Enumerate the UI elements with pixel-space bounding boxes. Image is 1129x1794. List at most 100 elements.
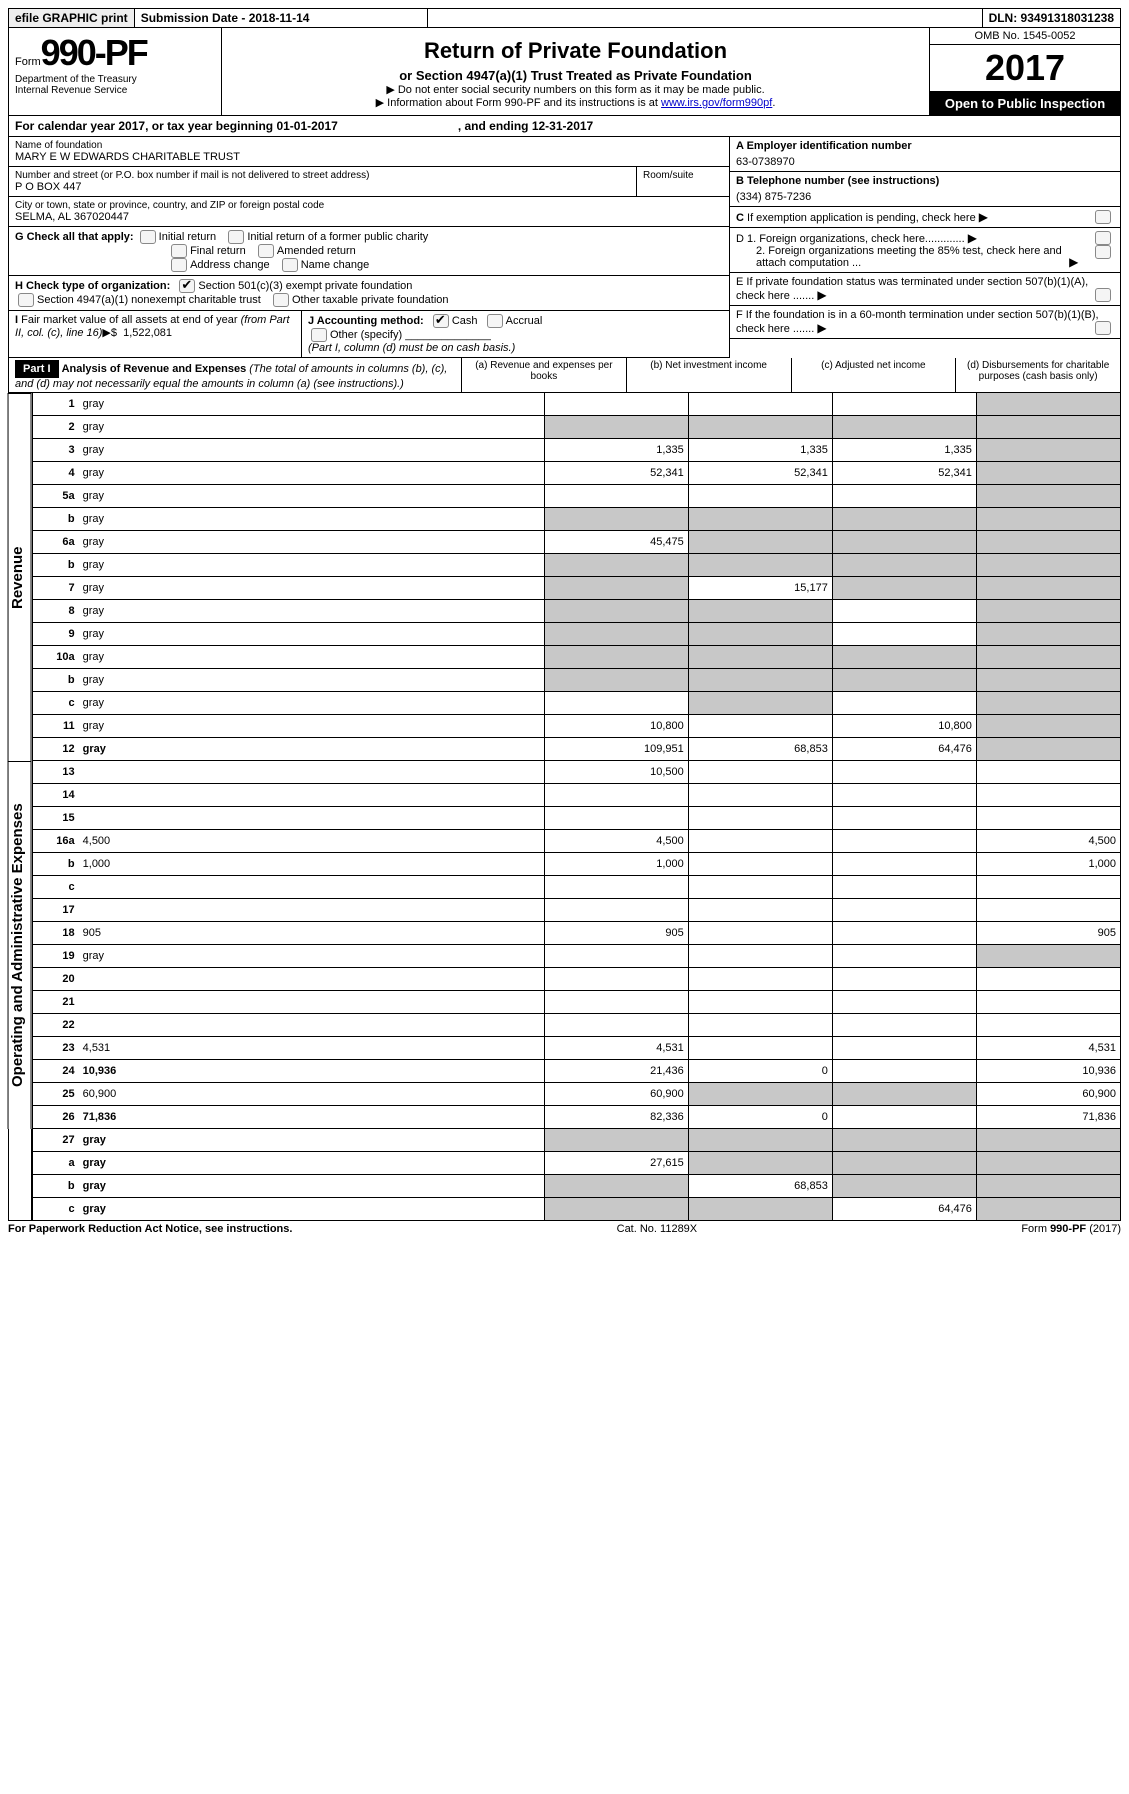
revenue-table: 1gray2gray3gray1,3351,3351,3354gray52,34…: [32, 393, 1121, 761]
dln: DLN: 93491318031238: [983, 9, 1120, 27]
table-row: cgray64,476: [32, 1198, 1120, 1221]
table-row: 27gray: [32, 1129, 1120, 1152]
col-d: (d) Disbursements for charitable purpose…: [955, 358, 1120, 392]
col-c: (c) Adjusted net income: [791, 358, 956, 392]
table-row: 234,5314,5314,531: [32, 1037, 1120, 1060]
cb-d2[interactable]: [1095, 245, 1111, 259]
table-row: 2560,90060,90060,900: [32, 1083, 1120, 1106]
efile-btn[interactable]: efile GRAPHIC print: [9, 9, 135, 27]
section-j: J Accounting method: Cash Accrual Other …: [302, 311, 729, 357]
section-g: G Check all that apply: Initial return I…: [9, 227, 729, 276]
table-row: 21: [32, 991, 1120, 1014]
phone-value: (334) 875-7236: [736, 187, 1114, 203]
open-inspection: Open to Public Inspection: [930, 92, 1120, 115]
table-row: 4gray52,34152,34152,341: [32, 462, 1120, 485]
dept-treasury: Department of the Treasury: [15, 74, 215, 85]
table-row: 19gray: [32, 945, 1120, 968]
table-row: 2410,93621,436010,936: [32, 1060, 1120, 1083]
table-row: 5agray: [32, 485, 1120, 508]
table-row: b1,0001,0001,000: [32, 853, 1120, 876]
table-row: 7gray15,177: [32, 577, 1120, 600]
cb-initial-former[interactable]: [228, 230, 244, 244]
part1-header: Part I Analysis of Revenue and Expenses …: [8, 358, 1121, 393]
table-row: 15: [32, 807, 1120, 830]
table-row: agray27,615: [32, 1152, 1120, 1175]
irs-link[interactable]: www.irs.gov/form990pf: [661, 97, 772, 109]
top-bar: efile GRAPHIC print Submission Date - 20…: [8, 8, 1121, 28]
form-prefix: Form: [15, 56, 41, 68]
cb-address[interactable]: [171, 258, 187, 272]
section-i: I Fair market value of all assets at end…: [9, 311, 302, 357]
cb-name[interactable]: [282, 258, 298, 272]
ein-label: A Employer identification number: [736, 140, 912, 152]
addr-value: P O BOX 447: [15, 181, 630, 193]
ein-value: 63-0738970: [736, 152, 1114, 168]
table-row: cgray: [32, 692, 1120, 715]
table-row: bgray: [32, 554, 1120, 577]
table-row: bgray68,853: [32, 1175, 1120, 1198]
col-a: (a) Revenue and expenses per books: [461, 358, 626, 392]
omb-no: OMB No. 1545-0052: [930, 28, 1120, 45]
tax-year: 2017: [930, 45, 1120, 92]
table-row: 2671,83682,336071,836: [32, 1106, 1120, 1129]
cb-initial-return[interactable]: [140, 230, 156, 244]
name-label: Name of foundation: [15, 140, 723, 151]
form-number: 990-PF: [41, 32, 147, 73]
footer-mid: Cat. No. 11289X: [617, 1223, 698, 1235]
footer-left: For Paperwork Reduction Act Notice, see …: [8, 1223, 292, 1235]
dept-irs: Internal Revenue Service: [15, 85, 215, 96]
form-title: Return of Private Foundation: [228, 38, 923, 64]
table-row: 12gray109,95168,85364,476: [32, 738, 1120, 761]
table-row: 1310,500: [32, 761, 1120, 784]
table-row: 1gray: [32, 393, 1120, 416]
cb-d1[interactable]: [1095, 231, 1111, 245]
table-row: 8gray: [32, 600, 1120, 623]
section-c: C If exemption application is pending, c…: [730, 207, 1120, 228]
cb-other-tax[interactable]: [273, 293, 289, 307]
note-ssn: ▶ Do not enter social security numbers o…: [228, 83, 923, 96]
part1-label: Part I: [15, 360, 59, 378]
section-d: D 1. Foreign organizations, check here..…: [730, 228, 1120, 273]
info-section: Name of foundation MARY E W EDWARDS CHAR…: [8, 137, 1121, 358]
cb-4947[interactable]: [18, 293, 34, 307]
table-row: bgray: [32, 669, 1120, 692]
col-b: (b) Net investment income: [626, 358, 791, 392]
table-row: 3gray1,3351,3351,335: [32, 439, 1120, 462]
table-row: 11gray10,80010,800: [32, 715, 1120, 738]
table-row: c: [32, 876, 1120, 899]
table-row: 6agray45,475: [32, 531, 1120, 554]
page-footer: For Paperwork Reduction Act Notice, see …: [8, 1221, 1121, 1235]
table-row: 9gray: [32, 623, 1120, 646]
form-subtitle: or Section 4947(a)(1) Trust Treated as P…: [228, 68, 923, 83]
expenses-label: Operating and Administrative Expenses: [8, 761, 32, 1129]
part1-title: Analysis of Revenue and Expenses: [62, 363, 247, 375]
city-label: City or town, state or province, country…: [15, 200, 723, 211]
cb-final[interactable]: [171, 244, 187, 258]
footer-right: Form 990-PF (2017): [1021, 1223, 1121, 1235]
room-label: Room/suite: [636, 167, 729, 196]
cb-f[interactable]: [1095, 321, 1111, 335]
cb-other-method[interactable]: [311, 328, 327, 342]
form-header: Form990-PF Department of the Treasury In…: [8, 28, 1121, 116]
addr-label: Number and street (or P.O. box number if…: [15, 170, 630, 181]
revenue-label: Revenue: [8, 393, 32, 761]
section-f: F If the foundation is in a 60-month ter…: [730, 306, 1120, 339]
cb-amended[interactable]: [258, 244, 274, 258]
cb-c[interactable]: [1095, 210, 1111, 224]
submission-date: Submission Date - 2018-11-14: [135, 9, 428, 27]
cb-accrual[interactable]: [487, 314, 503, 328]
table-row: 14: [32, 784, 1120, 807]
cb-501c3[interactable]: [179, 279, 195, 293]
section-e: E If private foundation status was termi…: [730, 273, 1120, 306]
table-row: 22: [32, 1014, 1120, 1037]
table-row: 18905905905: [32, 922, 1120, 945]
cb-cash[interactable]: [433, 314, 449, 328]
summary-table: 27grayagray27,615bgray68,853cgray64,476: [32, 1129, 1121, 1221]
calendar-year: For calendar year 2017, or tax year begi…: [8, 116, 1121, 137]
table-row: 16a4,5004,5004,500: [32, 830, 1120, 853]
phone-label: B Telephone number (see instructions): [736, 175, 939, 187]
table-row: bgray: [32, 508, 1120, 531]
table-row: 2gray: [32, 416, 1120, 439]
cb-e[interactable]: [1095, 288, 1111, 302]
table-row: 17: [32, 899, 1120, 922]
